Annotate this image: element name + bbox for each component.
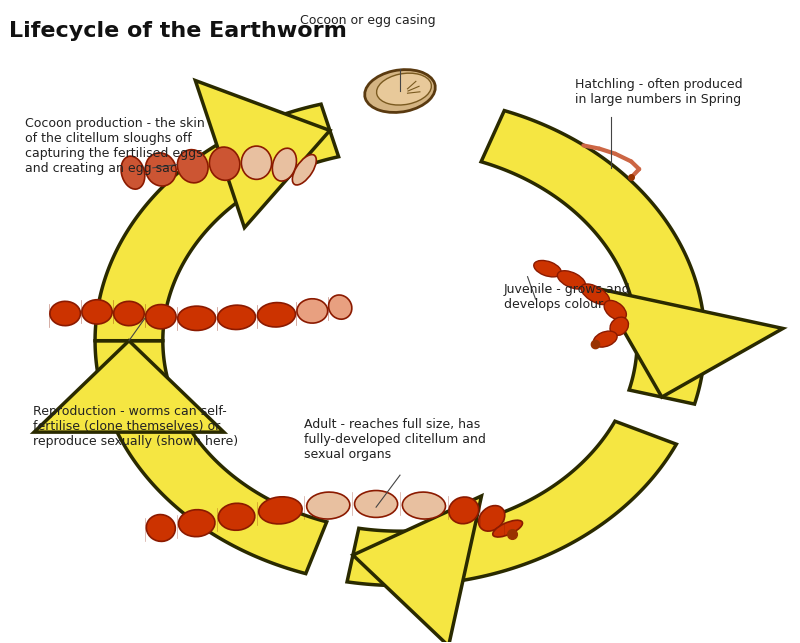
Text: Cocoon production - the skin
of the clitellum sloughs off
capturing the fertilis: Cocoon production - the skin of the clit… (26, 116, 205, 175)
Ellipse shape (604, 300, 626, 320)
Polygon shape (95, 341, 326, 574)
Text: Juvenile - grows and
develops colour: Juvenile - grows and develops colour (504, 283, 630, 311)
Ellipse shape (50, 302, 81, 325)
Ellipse shape (292, 154, 316, 185)
Ellipse shape (449, 497, 478, 523)
Ellipse shape (258, 497, 302, 524)
Ellipse shape (493, 520, 522, 537)
Ellipse shape (297, 299, 328, 323)
Polygon shape (481, 111, 705, 404)
Ellipse shape (558, 271, 586, 289)
Ellipse shape (258, 303, 295, 327)
Ellipse shape (594, 331, 617, 347)
Text: Adult - reaches full size, has
fully-developed clitellum and
sexual organs: Adult - reaches full size, has fully-dev… (304, 417, 486, 460)
Ellipse shape (218, 305, 255, 329)
Ellipse shape (354, 491, 398, 518)
Ellipse shape (377, 73, 431, 105)
Ellipse shape (146, 153, 176, 186)
Ellipse shape (478, 505, 505, 531)
Text: Cocoon or egg casing: Cocoon or egg casing (300, 14, 436, 27)
Ellipse shape (218, 503, 255, 530)
Ellipse shape (178, 306, 216, 331)
Ellipse shape (146, 305, 176, 329)
Polygon shape (195, 80, 330, 228)
Polygon shape (353, 496, 482, 643)
Ellipse shape (178, 510, 215, 537)
Ellipse shape (272, 149, 297, 181)
Ellipse shape (82, 300, 112, 324)
Polygon shape (600, 289, 783, 397)
Ellipse shape (306, 492, 350, 519)
Ellipse shape (121, 156, 145, 189)
Text: Reproduction - worms can self-
fertilise (clone themselves) or
reproduce sexuall: Reproduction - worms can self- fertilise… (34, 404, 238, 448)
Polygon shape (34, 341, 224, 432)
Ellipse shape (329, 295, 352, 319)
Polygon shape (95, 104, 338, 341)
Ellipse shape (178, 150, 208, 183)
Ellipse shape (534, 260, 562, 277)
Ellipse shape (242, 146, 272, 179)
Ellipse shape (146, 514, 175, 541)
Polygon shape (347, 421, 676, 586)
Text: Hatchling - often produced
in large numbers in Spring: Hatchling - often produced in large numb… (575, 78, 743, 106)
Ellipse shape (210, 147, 240, 180)
Ellipse shape (365, 69, 435, 113)
Ellipse shape (581, 284, 610, 305)
Ellipse shape (114, 302, 144, 325)
Text: Lifecycle of the Earthworm: Lifecycle of the Earthworm (10, 21, 347, 41)
Ellipse shape (610, 317, 629, 336)
Ellipse shape (402, 492, 446, 519)
